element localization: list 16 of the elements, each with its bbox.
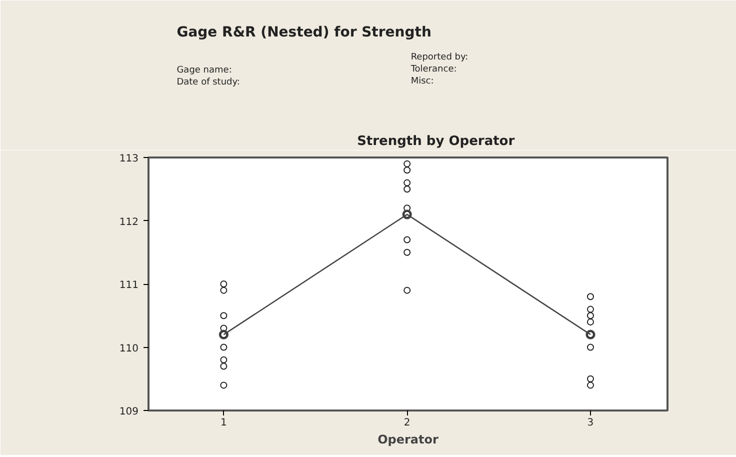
y-tick-label: 112 [119,216,139,228]
y-tick-label: 113 [119,154,139,164]
y-tick-label: 110 [119,343,139,354]
x-tick-label: 2 [404,418,410,428]
x-tick-label: 1 [220,418,227,428]
y-tick-label: 109 [119,406,139,418]
text: Date of study: [176,78,240,88]
x-tick-label: 3 [587,418,594,428]
text: Gage name: [176,66,232,76]
chart-title: Gage R&R (Nested) for Strength [176,24,432,40]
text: Tolerance: [410,64,457,74]
x-axis-title: Operator [378,432,439,446]
y-tick-label: 111 [119,280,139,291]
text: Reported by: [410,52,468,62]
chart-subtitle: Strength by Operator [357,134,516,149]
text: Misc: [410,76,434,86]
